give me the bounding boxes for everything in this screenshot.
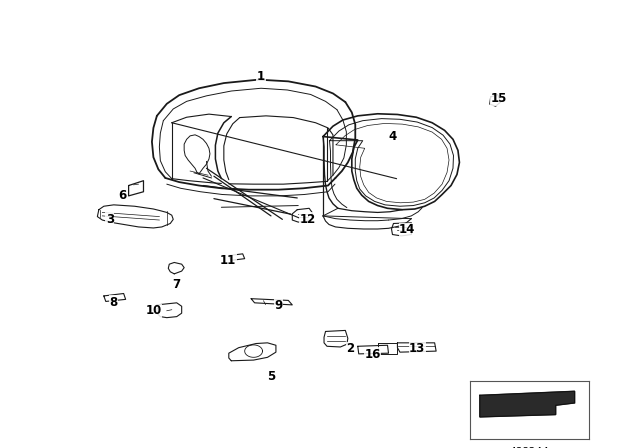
Text: 3: 3 <box>106 213 114 226</box>
Text: 7: 7 <box>173 278 180 291</box>
Text: 1: 1 <box>257 70 265 83</box>
Text: 4: 4 <box>388 130 397 143</box>
Text: 8: 8 <box>109 296 118 309</box>
Text: 16: 16 <box>364 348 381 361</box>
Polygon shape <box>480 391 575 417</box>
Text: 12: 12 <box>300 213 316 226</box>
Text: 488244: 488244 <box>509 447 550 448</box>
Text: 6: 6 <box>118 189 126 202</box>
Text: 9: 9 <box>275 299 282 312</box>
Text: 10: 10 <box>145 304 161 317</box>
Text: 15: 15 <box>491 92 508 105</box>
Text: 11: 11 <box>220 254 236 267</box>
Text: 13: 13 <box>409 342 426 355</box>
Text: 14: 14 <box>399 223 415 236</box>
Text: 2: 2 <box>346 342 355 355</box>
Text: 5: 5 <box>267 370 275 383</box>
